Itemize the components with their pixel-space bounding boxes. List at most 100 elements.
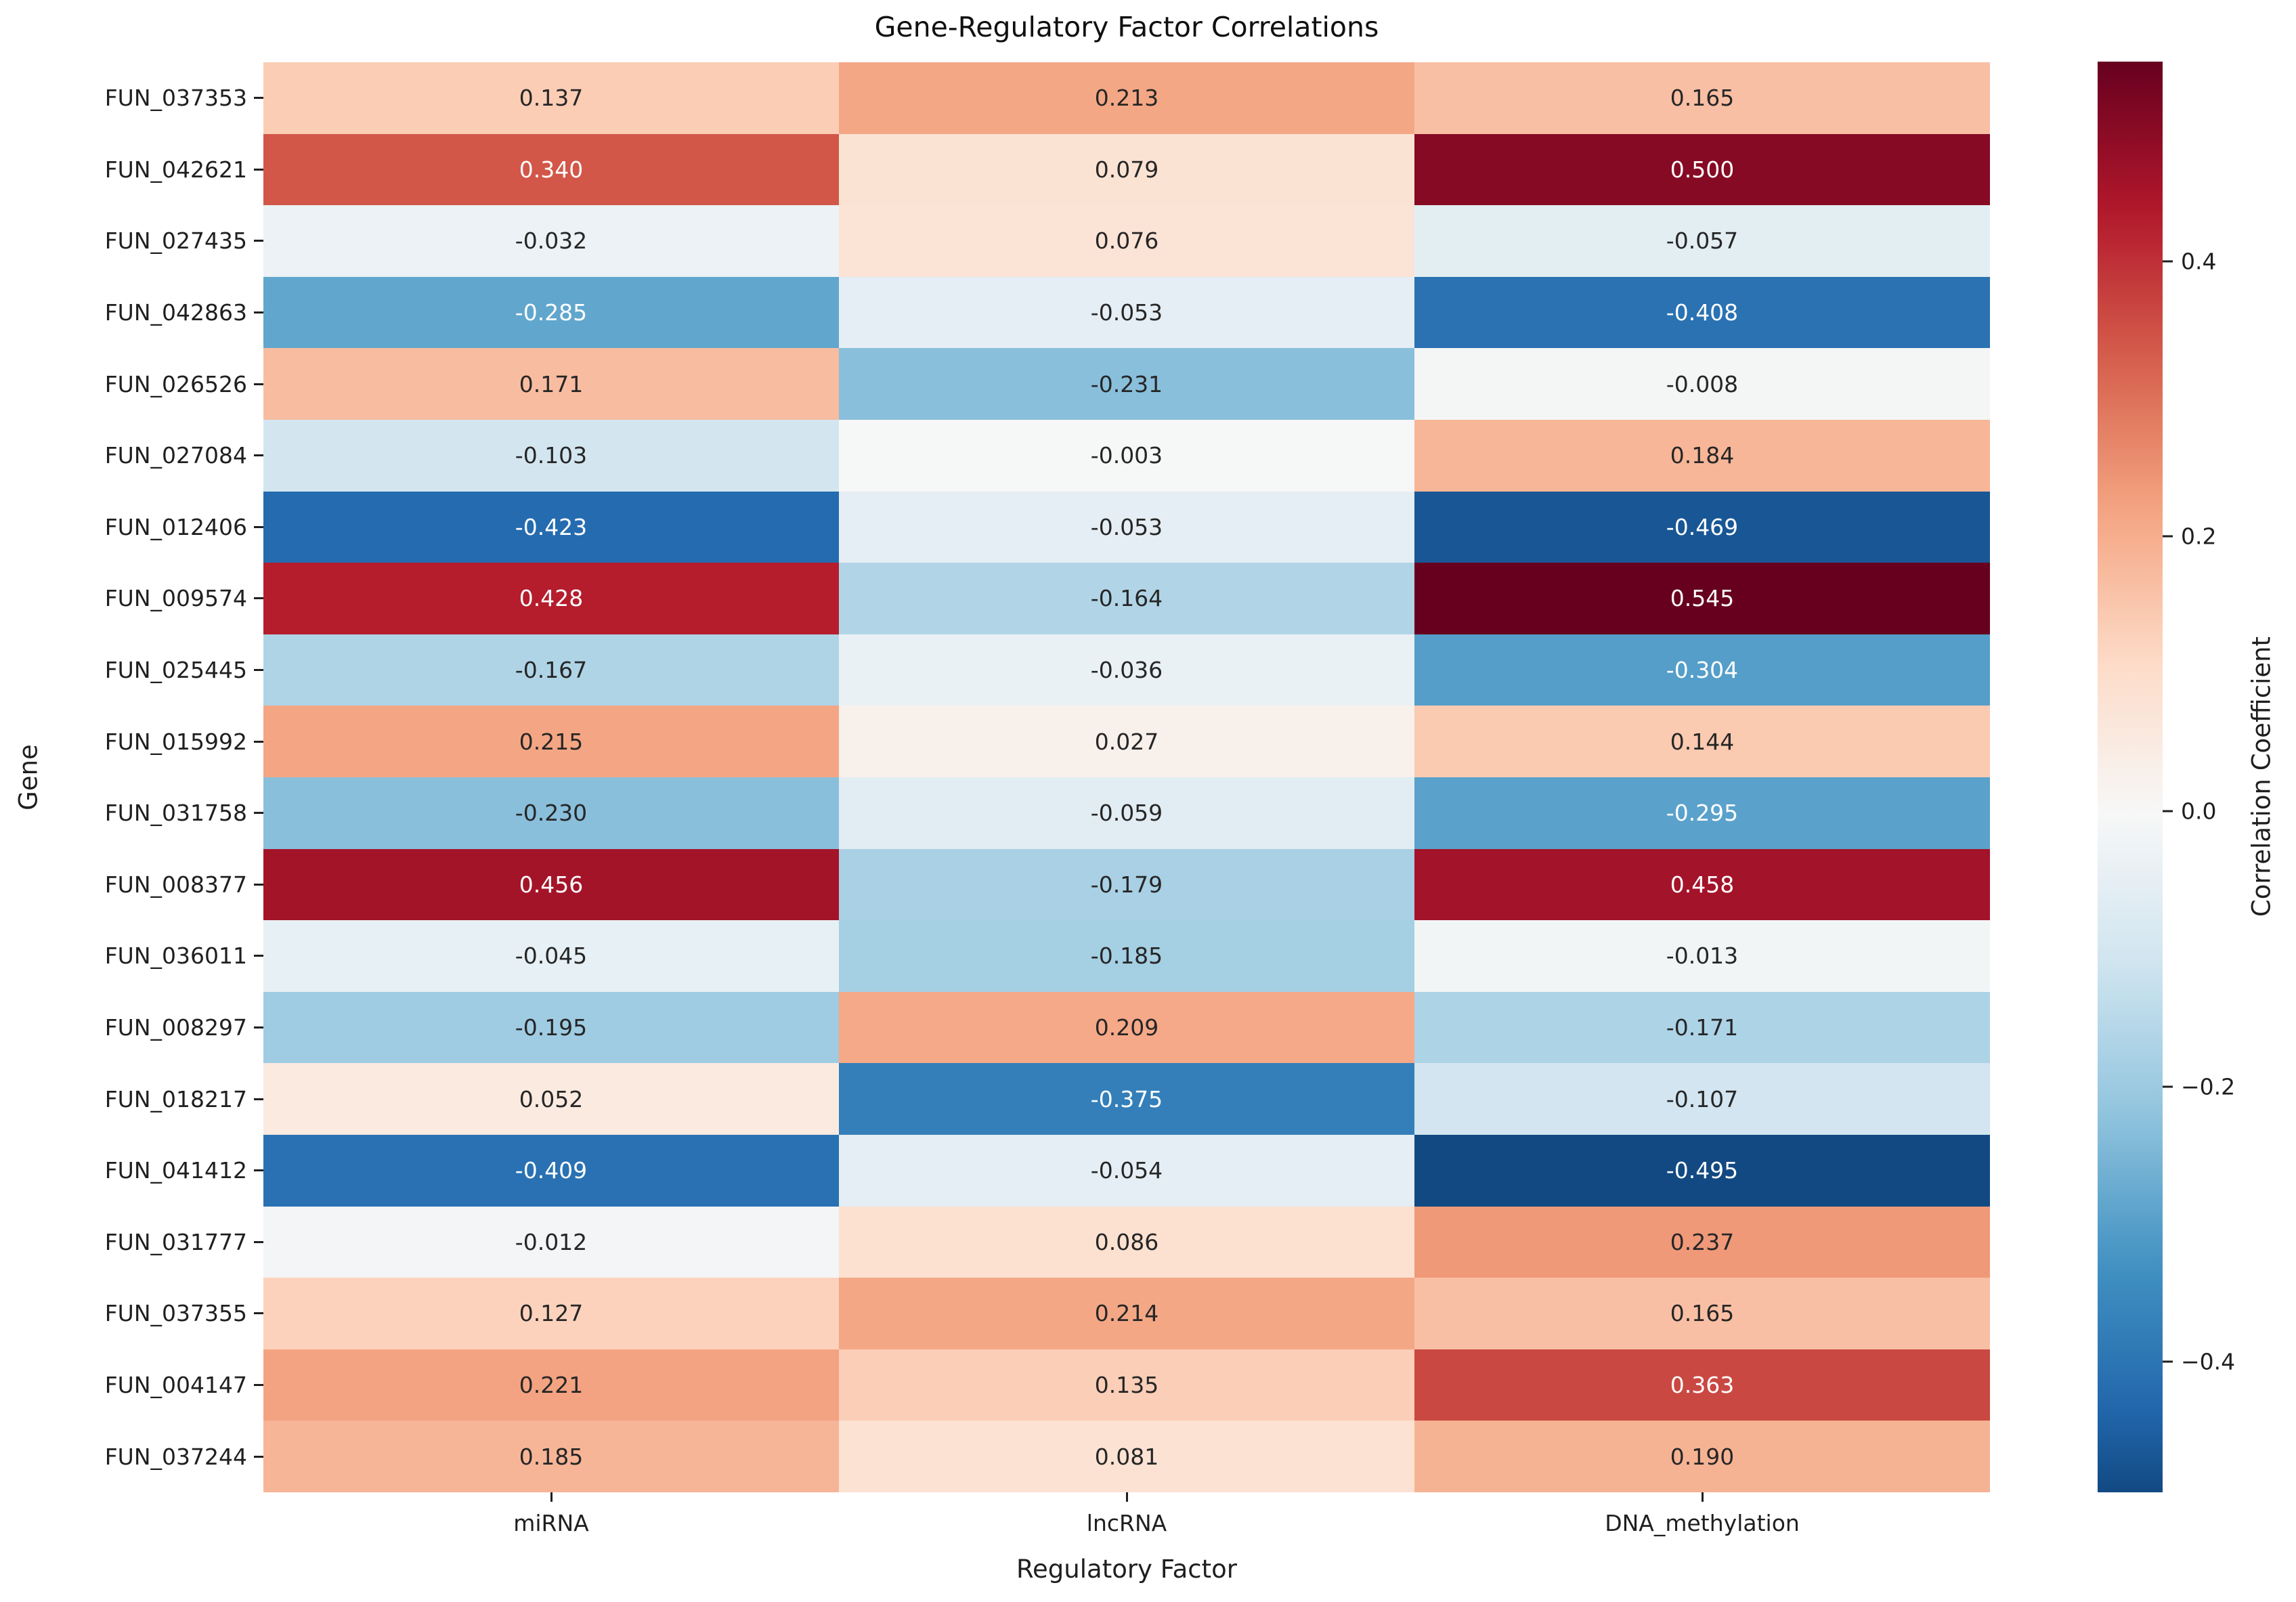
gene-name: FUN_037355 [104,1300,247,1327]
y-tick-label: FUN_026526 [0,348,263,420]
y-tick-mark [254,525,263,528]
y-tick-label: FUN_041412 [0,1135,263,1207]
gene-name: FUN_025445 [104,657,247,684]
colorbar-tick-mark [2163,260,2173,263]
y-tick-label: FUN_027435 [0,205,263,277]
x-tick-mark [550,1492,553,1502]
gene-name: FUN_031758 [104,800,247,827]
gene-name: FUN_042621 [104,156,247,183]
y-tick-mark [254,1169,263,1172]
gene-name: FUN_004147 [104,1371,247,1398]
y-tick-mark [254,168,263,171]
heatmap-cell: -0.012 [263,1206,839,1278]
y-tick-mark [254,1026,263,1029]
heatmap-cell: 0.079 [839,133,1414,206]
heatmap-cell: 0.213 [839,62,1414,134]
y-tick-mark [254,454,263,457]
x-tick-mark [1125,1492,1128,1502]
gene-name: FUN_037244 [104,1443,247,1470]
heatmap-cell: 0.184 [1414,419,1990,492]
gene-name: FUN_042863 [104,299,247,326]
heatmap-cell: -0.185 [839,920,1414,992]
heatmap-cell: -0.107 [1414,1063,1990,1135]
colorbar-tick-label: 0.2 [2181,523,2217,550]
gene-name: FUN_037353 [104,85,247,112]
heatmap-cell: 0.215 [263,706,839,777]
factor-name: miRNA [513,1510,589,1536]
y-tick-label: FUN_009574 [0,563,263,634]
gene-name: FUN_008377 [104,871,247,898]
heatmap-cell: -0.469 [1414,491,1990,563]
colorbar-tick: 0.0 [2163,798,2216,825]
gene-name: FUN_015992 [104,728,247,755]
heatmap-cell: -0.003 [839,419,1414,492]
gene-name: FUN_027435 [104,228,247,255]
gene-name: FUN_027084 [104,442,247,469]
heatmap-cell: -0.054 [839,1134,1414,1207]
heatmap-cell: 0.237 [1414,1206,1990,1278]
heatmap-cell: 0.086 [839,1206,1414,1278]
heatmap-cell: 0.165 [1414,62,1990,134]
heatmap-cell: -0.423 [263,491,839,563]
colorbar-tick-mark [2163,1085,2173,1088]
heatmap-cell: 0.190 [1414,1421,1990,1492]
heatmap-cell: 0.209 [839,991,1414,1064]
heatmap-cell: -0.179 [839,848,1414,921]
colorbar-tick-label: −0.4 [2181,1348,2236,1375]
heatmap-cell: -0.195 [263,991,839,1064]
y-tick-label: FUN_008377 [0,849,263,921]
heatmap-cell: -0.295 [1414,777,1990,849]
gene-name: FUN_041412 [104,1157,247,1184]
colorbar-label: Correlation Coefficient [2247,636,2276,917]
colorbar-tick-label: −0.2 [2181,1073,2236,1100]
colorbar-tick-mark [2163,1360,2173,1363]
colorbar-tick-mark [2163,535,2173,538]
y-tick-label: FUN_025445 [0,634,263,706]
heatmap-cell: 0.081 [839,1421,1414,1492]
heatmap-cell: 0.144 [1414,706,1990,777]
y-tick-mark [254,1240,263,1243]
y-tick-mark [254,240,263,242]
colorbar-tick-mark [2163,810,2173,813]
heatmap-cell: -0.053 [839,491,1414,563]
gene-name: FUN_026526 [104,370,247,397]
factor-name: DNA_methylation [1605,1510,1800,1536]
heatmap-cell: 0.171 [263,348,839,420]
heatmap-cell: -0.053 [839,276,1414,349]
y-tick-label: FUN_037244 [0,1421,263,1492]
heatmap-cell: 0.052 [263,1063,839,1135]
heatmap-cell: -0.375 [839,1063,1414,1135]
x-tick-label: miRNA [263,1492,839,1536]
heatmap-grid: 0.137 0.213 0.165 0.340 0.079 0.500 -0.032 0.07… [263,62,1990,1492]
heatmap-cell: -0.008 [1414,348,1990,420]
heatmap-cell: 0.165 [1414,1278,1990,1349]
y-tick-label: FUN_008297 [0,992,263,1064]
heatmap-cell: -0.032 [263,205,839,277]
colorbar-tick-label: 0.0 [2181,798,2217,825]
y-tick-mark [254,311,263,314]
heatmap-cell: -0.103 [263,419,839,492]
heatmap-cell: 0.500 [1414,133,1990,206]
y-tick-mark [254,740,263,743]
heatmap-cell: -0.408 [1414,276,1990,349]
heatmap-cell: 0.428 [263,563,839,634]
y-tick-label: FUN_027084 [0,420,263,492]
heatmap-cell: -0.045 [263,920,839,992]
heatmap-cell: 0.458 [1414,848,1990,921]
heatmap-cell: -0.230 [263,777,839,849]
y-tick-label: FUN_031777 [0,1207,263,1278]
y-tick-mark [254,883,263,886]
heatmap-cell: -0.013 [1414,920,1990,992]
colorbar-tick: 0.4 [2163,248,2216,274]
y-tick-mark [254,1312,263,1315]
y-tick-label: FUN_042863 [0,277,263,349]
heatmap-cell: -0.409 [263,1134,839,1207]
x-axis-tick-labels: miRNA lncRNA DNA_methylation [263,1492,1990,1536]
heatmap-cell: 0.221 [263,1349,839,1421]
y-tick-label: FUN_037353 [0,62,263,134]
y-tick-mark [254,1455,263,1458]
heatmap-cell: 0.340 [263,133,839,206]
y-tick-mark [254,97,263,100]
gene-name: FUN_012406 [104,513,247,540]
colorbar-tick: −0.2 [2163,1073,2235,1100]
